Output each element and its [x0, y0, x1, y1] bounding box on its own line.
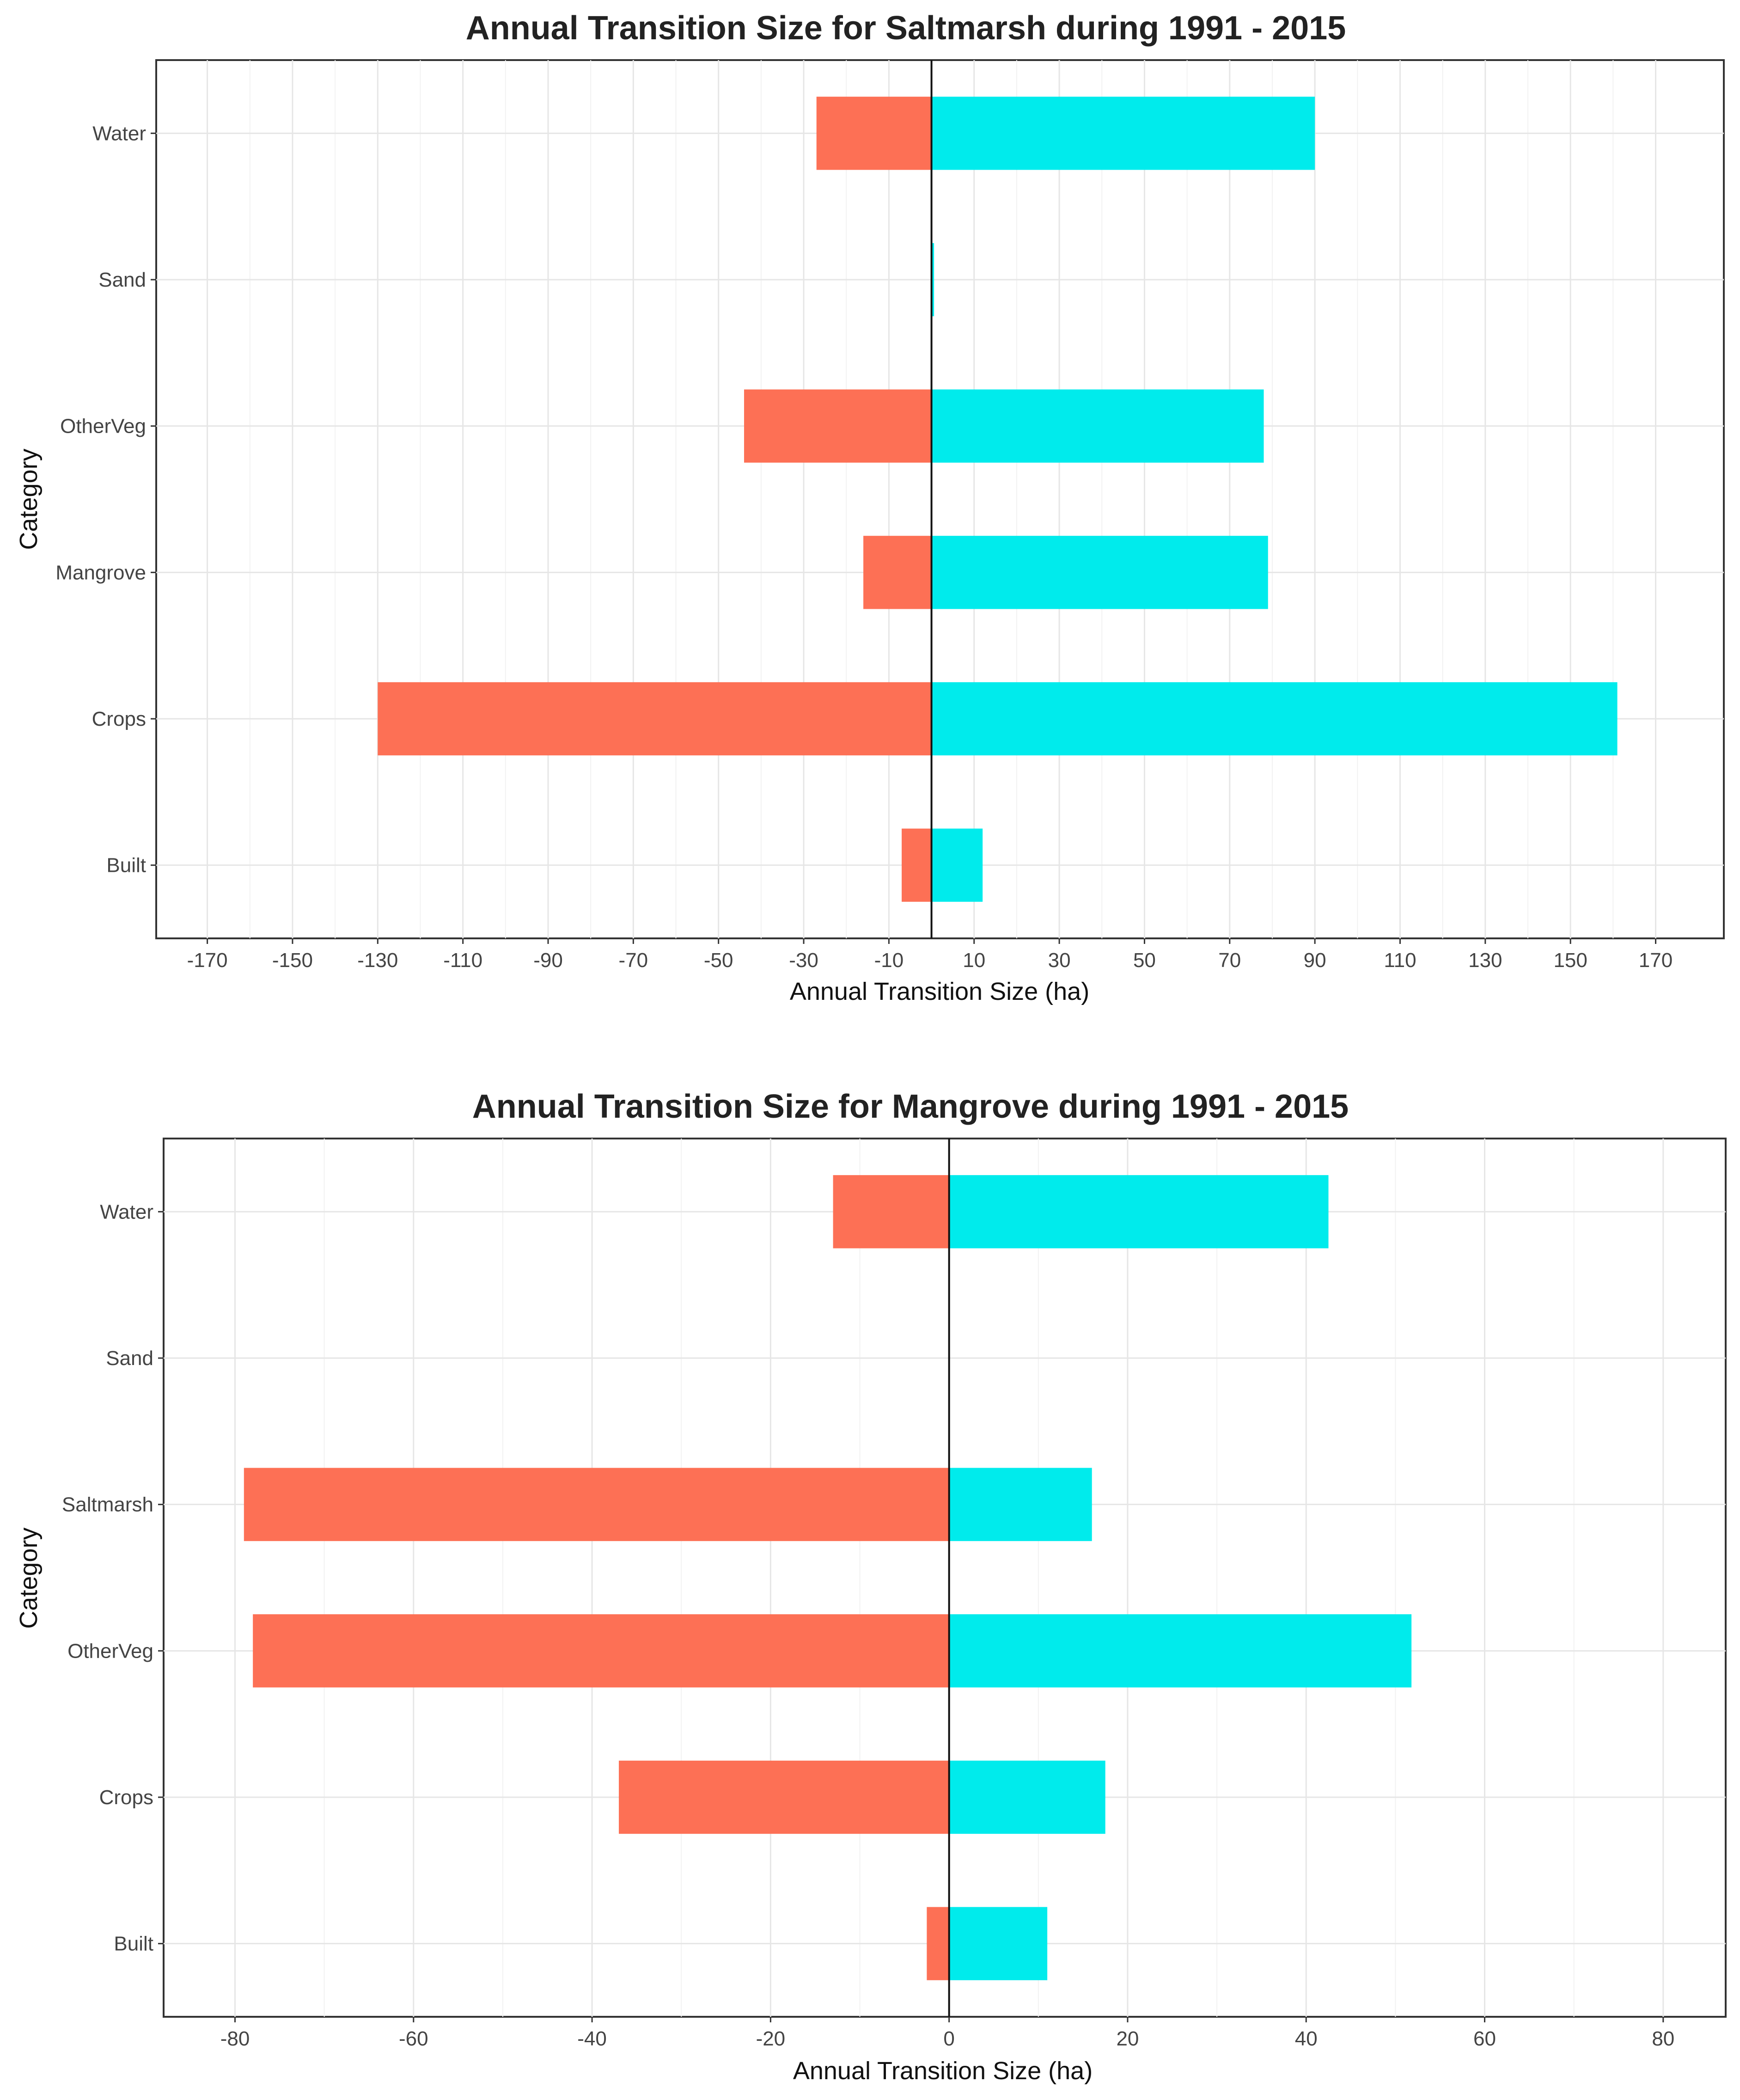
- x-axis-title: Annual Transition Size (ha): [790, 978, 1089, 1005]
- bar-gain-water: [949, 1175, 1329, 1249]
- x-tick-label: -150: [272, 949, 313, 972]
- x-tick-label: 0: [943, 2027, 954, 2050]
- y-tick-label: Built: [106, 854, 146, 877]
- x-tick-label: 50: [1133, 949, 1156, 972]
- x-tick-label: 130: [1468, 949, 1502, 972]
- x-tick-label: -130: [357, 949, 398, 972]
- x-tick-label: -90: [533, 949, 563, 972]
- bar-gain-crops: [931, 682, 1618, 756]
- x-tick-label: 110: [1384, 949, 1416, 972]
- x-axis-ticks: -80 -60 -40 -20 0 20 40 60 80: [220, 2017, 1674, 2050]
- bar-gain-mangrove: [931, 536, 1268, 609]
- bar-loss-otherveg: [253, 1614, 949, 1688]
- bar-gain-saltmarsh: [949, 1468, 1092, 1541]
- bar-gain-water: [931, 97, 1315, 170]
- y-tick-label: Crops: [99, 1786, 153, 1809]
- bar-loss-water: [816, 97, 932, 170]
- bar-loss-saltmarsh: [244, 1468, 949, 1541]
- x-tick-label: 20: [1116, 2027, 1139, 2050]
- y-tick-label: Sand: [98, 269, 146, 291]
- x-tick-label: 10: [963, 949, 985, 972]
- x-tick-label: 30: [1048, 949, 1071, 972]
- bar-gain-sand: [931, 243, 934, 317]
- bar-loss-built: [902, 828, 932, 902]
- plot-panel: [163, 1138, 1727, 2018]
- bar-loss-crops: [378, 682, 932, 756]
- bar-gain-built: [931, 828, 983, 902]
- x-tick-label: 90: [1304, 949, 1326, 972]
- x-tick-label: 150: [1553, 949, 1587, 972]
- bar-loss-water: [833, 1175, 949, 1249]
- y-tick-label: Water: [100, 1200, 153, 1223]
- bar-loss-crops: [619, 1760, 949, 1834]
- bar-gain-otherveg: [949, 1614, 1412, 1688]
- x-tick-label: -80: [220, 2027, 250, 2050]
- bar-layer: [244, 1175, 1412, 1980]
- y-tick-label: Water: [92, 122, 146, 145]
- grid-lines: [156, 60, 1724, 938]
- y-tick-label: Mangrove: [55, 561, 146, 584]
- bar-layer: [378, 97, 1618, 902]
- panel-saltmarsh: Annual Transition Size for Saltmarsh dur…: [15, 10, 1725, 1005]
- x-tick-label: 60: [1473, 2027, 1496, 2050]
- y-tick-label: OtherVeg: [67, 1640, 153, 1662]
- y-tick-label: Built: [114, 1933, 153, 1955]
- y-axis-title: Category: [15, 448, 43, 550]
- x-tick-label: -70: [619, 949, 648, 972]
- x-axis-ticks: -170 -150 -130 -110 -90 -70 -50 -30 -10 10 30 50 70 9…: [187, 938, 1673, 972]
- x-tick-label: -10: [874, 949, 904, 972]
- bar-gain-otherveg: [931, 389, 1264, 463]
- y-axis-ticks: Water Sand OtherVeg Mangrove Crops Built: [55, 122, 156, 877]
- plot-panel: [155, 59, 1725, 939]
- x-tick-label: -40: [577, 2027, 607, 2050]
- chart-title: Annual Transition Size for Mangrove duri…: [472, 1088, 1349, 1125]
- bar-loss-mangrove: [863, 536, 932, 609]
- y-axis-ticks: Water Sand Saltmarsh OtherVeg Crops Built: [62, 1200, 164, 1955]
- x-tick-label: -20: [756, 2027, 786, 2050]
- y-tick-label: OtherVeg: [60, 415, 146, 438]
- x-tick-label: 40: [1295, 2027, 1318, 2050]
- y-axis-title: Category: [15, 1527, 43, 1629]
- x-tick-label: -110: [443, 949, 482, 972]
- panel-mangrove: Annual Transition Size for Mangrove duri…: [15, 1088, 1727, 2085]
- y-tick-label: Sand: [106, 1347, 153, 1370]
- bar-loss-built: [927, 1907, 949, 1980]
- x-tick-label: 170: [1639, 949, 1673, 972]
- x-tick-label: -30: [789, 949, 818, 972]
- x-tick-label: 70: [1218, 949, 1241, 972]
- y-tick-label: Crops: [92, 708, 146, 730]
- bar-gain-crops: [949, 1760, 1105, 1834]
- x-tick-label: 80: [1652, 2027, 1674, 2050]
- x-tick-label: -50: [704, 949, 733, 972]
- x-axis-title: Annual Transition Size (ha): [793, 2057, 1093, 2085]
- x-tick-label: -60: [399, 2027, 428, 2050]
- bar-gain-built: [949, 1907, 1048, 1980]
- chart-title: Annual Transition Size for Saltmarsh dur…: [466, 10, 1346, 47]
- y-tick-label: Saltmarsh: [62, 1494, 153, 1516]
- x-tick-label: -170: [187, 949, 228, 972]
- bar-loss-otherveg: [744, 389, 932, 463]
